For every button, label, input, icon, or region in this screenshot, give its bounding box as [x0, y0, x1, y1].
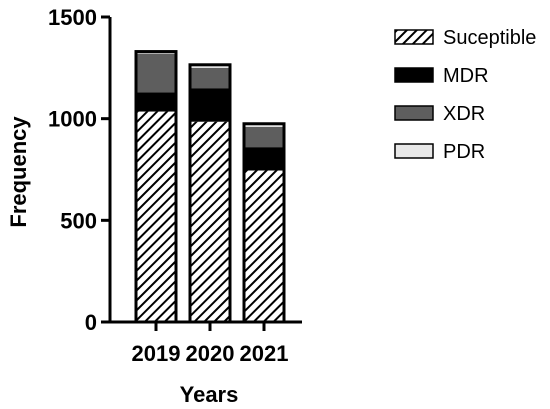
legend-item-xdr: XDR: [394, 103, 485, 125]
legend-swatch-mdr: [394, 67, 434, 83]
y-tick-label: 0: [85, 310, 97, 335]
bar-segment-xdr-2021: [244, 126, 284, 148]
y-axis-title: Frequency: [6, 116, 31, 228]
bar-outline-2020: [188, 63, 232, 324]
legend-label-suceptible: Suceptible: [443, 27, 536, 49]
x-tick-label: 2019: [132, 341, 181, 366]
y-tick-label: 1000: [48, 107, 97, 132]
legend-label-mdr: MDR: [443, 65, 489, 87]
legend-label-pdr: PDR: [443, 141, 485, 163]
bar-group-2021: [242, 122, 286, 324]
bar-outline-2019: [134, 50, 178, 324]
legend: Suceptible MDR XDR PDR: [394, 27, 536, 163]
bars: [134, 50, 286, 324]
x-tick-label: 2021: [240, 341, 289, 366]
bar-segment-pdr-2021: [244, 123, 284, 127]
bar-segment-pdr-2020: [190, 64, 230, 68]
legend-item-mdr: MDR: [394, 65, 489, 87]
bar-segment-suceptible-2020: [190, 121, 230, 322]
y-tick-label: 500: [60, 208, 97, 233]
legend-swatch-xdr: [394, 105, 434, 121]
bar-group-2020: [188, 63, 232, 324]
legend-swatch-pdr: [394, 143, 434, 159]
bar-segment-mdr-2019: [136, 92, 176, 112]
bar-segment-xdr-2020: [190, 67, 230, 89]
bar-segment-suceptible-2021: [244, 170, 284, 322]
axes: 0 500 1000 1500 2019 2020 2021: [48, 5, 302, 366]
y-tick-label: 1500: [48, 5, 97, 30]
legend-label-xdr: XDR: [443, 103, 485, 125]
legend-item-suceptible: Suceptible: [394, 27, 536, 49]
legend-swatch-suceptible: [394, 29, 434, 45]
bar-segment-mdr-2020: [190, 88, 230, 122]
x-axis-title: Years: [180, 382, 239, 407]
bar-segment-suceptible-2019: [136, 111, 176, 322]
bar-outline-2021: [242, 122, 286, 324]
legend-item-pdr: PDR: [394, 141, 485, 163]
bar-group-2019: [134, 50, 178, 324]
bar-segment-mdr-2021: [244, 147, 284, 171]
bar-segment-xdr-2019: [136, 53, 176, 93]
x-tick-label: 2020: [186, 341, 235, 366]
